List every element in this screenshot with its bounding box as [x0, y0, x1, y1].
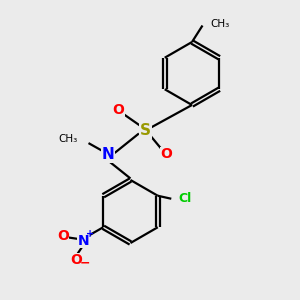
- Text: CH₃: CH₃: [59, 134, 78, 145]
- Text: −: −: [80, 257, 91, 270]
- Text: CH₃: CH₃: [210, 19, 229, 29]
- Text: N: N: [78, 234, 89, 248]
- Text: N: N: [102, 147, 114, 162]
- Text: Cl: Cl: [179, 192, 192, 205]
- Text: +: +: [86, 229, 94, 239]
- Text: O: O: [112, 103, 124, 116]
- Text: O: O: [70, 253, 82, 267]
- Text: O: O: [57, 229, 69, 243]
- Text: O: O: [160, 148, 172, 161]
- Text: S: S: [140, 123, 151, 138]
